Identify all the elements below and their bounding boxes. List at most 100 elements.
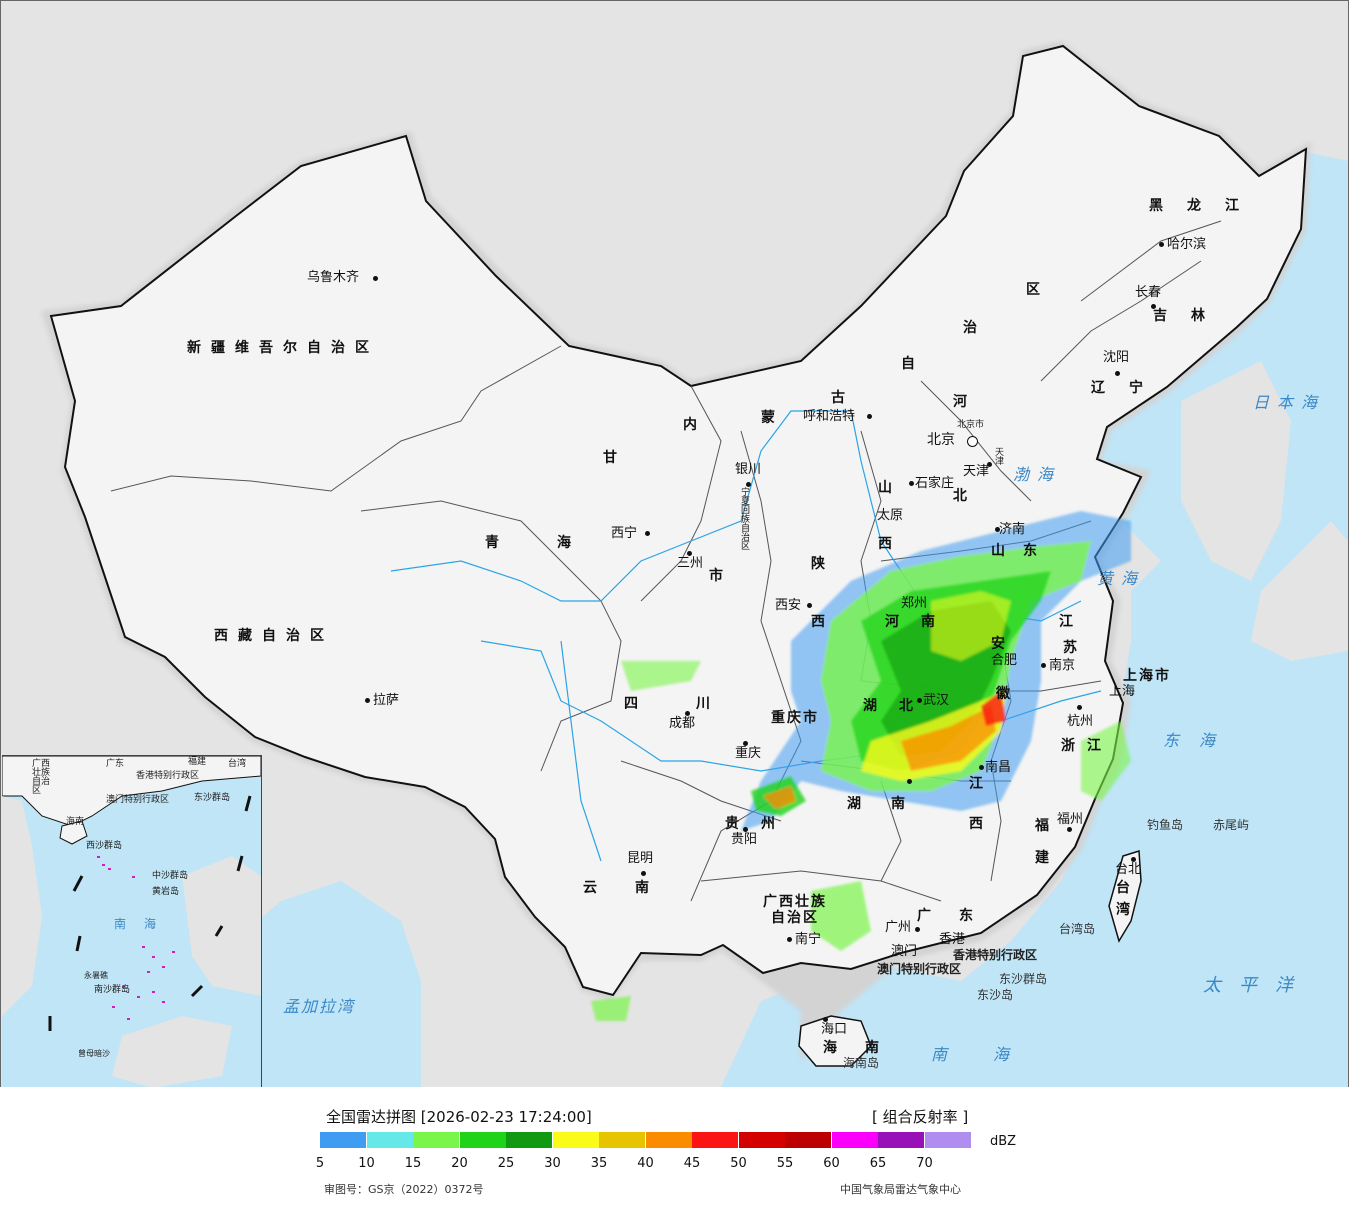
city-label-tianjinshi: 天津 xyxy=(993,447,1003,465)
sea-label-bohai: 渤海 xyxy=(1013,465,1062,484)
province-label-guizhou: 贵州 xyxy=(725,816,797,832)
color-swatch xyxy=(924,1132,971,1148)
legend-product: [ 组合反射率 ] xyxy=(872,1108,969,1126)
province-label-yunnan: 云南 xyxy=(583,880,687,896)
label-aomen-sar: 澳门特别行政区 xyxy=(877,962,962,976)
province-label-liaoning: 辽宁 xyxy=(1091,380,1167,396)
inset-label-xianggang: 香港特别行政区 xyxy=(136,771,200,781)
city-label-chengdu: 成都 xyxy=(669,716,696,731)
city-dot-hohhot xyxy=(867,414,872,419)
city-dot-yinchuan xyxy=(746,482,751,487)
city-label-zhengzhou: 郑州 xyxy=(901,596,928,611)
province-label-shaanxi-xi: 西 xyxy=(811,614,835,630)
city-label-shijiazhuang: 石家庄 xyxy=(915,476,955,491)
city-dot-changchun xyxy=(1151,304,1156,309)
city-label-hefei: 合肥 xyxy=(991,653,1018,668)
south-china-sea-inset: 广西壮族自治区 广东 福建 台湾 香港特别行政区 澳门特别行政区 东沙群岛 海南… xyxy=(2,755,262,1087)
color-scale-tick: 65 xyxy=(869,1156,887,1171)
sea-label-taipingyang: 太平洋 xyxy=(1203,975,1311,996)
city-label-chongqing: 重庆 xyxy=(735,746,762,761)
city-dot-haikou xyxy=(823,1017,828,1022)
approval-number: 审图号：GS京（2022）0372号 xyxy=(324,1183,484,1196)
province-label-anhui-an: 安 xyxy=(991,636,1015,652)
city-dot-jinan xyxy=(995,527,1000,532)
island-label-chiweiyu: 赤尾屿 xyxy=(1213,818,1250,832)
city-label-guiyang: 贵阳 xyxy=(731,832,758,847)
label-xianggang-sar: 香港特别行政区 xyxy=(953,948,1038,962)
province-label-shaanxi-shan: 陕 xyxy=(811,556,835,572)
color-swatch xyxy=(552,1132,599,1148)
label-shi: 市 xyxy=(709,568,733,584)
island-label-dongshadao: 东沙岛 xyxy=(977,988,1014,1002)
city-label-harbin: 哈尔滨 xyxy=(1167,237,1207,252)
color-scale-tick: 5 xyxy=(315,1156,325,1171)
city-dot-lanzhou xyxy=(687,551,692,556)
province-label-jiangxi-xi: 西 xyxy=(969,816,993,832)
color-swatch xyxy=(692,1132,738,1148)
province-label-neimeng-zhi: 治 xyxy=(963,320,987,336)
city-dot-beijing xyxy=(967,436,978,447)
city-label-yinchuan: 银川 xyxy=(735,462,762,477)
color-swatch xyxy=(645,1132,692,1148)
province-label-hebei-bei: 北 xyxy=(953,488,977,504)
province-label-guangdong: 广东 xyxy=(917,908,1001,924)
city-dot-nanchang xyxy=(979,765,984,770)
color-scale-tick: 15 xyxy=(404,1156,422,1171)
color-scale-tick: 10 xyxy=(358,1156,375,1171)
province-label-gansu: 甘 xyxy=(603,450,627,466)
radar-map[interactable]: 新疆维吾尔自治区 西藏自治区 青海 甘 内 蒙 古 自 治 区 黑龙江 吉林 辽… xyxy=(0,0,1349,1088)
province-label-taiwan-tai: 台 xyxy=(1116,880,1140,896)
color-scale-tick: 20 xyxy=(451,1156,468,1171)
province-label-hainan: 海南 xyxy=(823,1040,907,1056)
province-label-xinjiang: 新疆维吾尔自治区 xyxy=(187,340,379,356)
province-label-jiangsu-jiang: 江 xyxy=(1059,614,1083,630)
inset-label-nanhai: 南海 xyxy=(114,917,175,931)
sea-label-ribenhai: 日本海 xyxy=(1253,393,1326,412)
province-label-shanxi-shan: 山 xyxy=(878,480,902,496)
color-scale-tick: 30 xyxy=(544,1156,561,1171)
city-dot-taibei xyxy=(1131,857,1136,862)
province-label-zhejiang: 浙江 xyxy=(1061,738,1113,754)
city-dot-lhasa xyxy=(365,698,370,703)
inset-label-dongsha: 东沙群岛 xyxy=(194,793,231,803)
sea-label-mengjialawan: 孟加拉湾 xyxy=(283,997,356,1016)
city-label-shanghai: 上海 xyxy=(1109,684,1136,699)
city-dot-shijiazhuang xyxy=(909,481,914,486)
city-dot-xining xyxy=(645,531,650,536)
city-label-lhasa: 拉萨 xyxy=(373,693,400,708)
province-label-anhui-hui: 徽 xyxy=(996,686,1020,702)
city-dot-chengdu xyxy=(685,711,690,716)
color-swatch xyxy=(831,1132,878,1148)
province-label-jiangxi-jiang: 江 xyxy=(969,776,993,792)
city-label-kunming: 昆明 xyxy=(627,851,654,866)
province-label-sichuan: 四川 xyxy=(624,696,768,712)
island-label-taiwandao: 台湾岛 xyxy=(1059,922,1096,936)
inset-label-guangdong: 广东 xyxy=(106,759,125,769)
inset-label-nansha: 南沙群岛 xyxy=(94,985,131,995)
inset-label-yongshu: 永暑礁 xyxy=(84,971,108,980)
province-label-taiwan-wan: 湾 xyxy=(1116,902,1140,918)
label-sanzhou: 三州 xyxy=(677,556,704,571)
province-label-xizang: 西藏自治区 xyxy=(214,628,334,644)
inset-label-aomen: 澳门特别行政区 xyxy=(106,795,170,805)
sea-label-huanghai: 黄海 xyxy=(1097,569,1146,588)
city-dot-kunming xyxy=(641,871,646,876)
province-label-fujian-fu: 福 xyxy=(1035,818,1059,834)
city-label-jinan: 济南 xyxy=(999,522,1026,537)
province-label-shandong: 山东 xyxy=(991,543,1055,559)
province-label-neimeng-meng: 蒙 xyxy=(761,410,785,426)
color-swatch xyxy=(506,1132,552,1148)
city-dot-guangzhou xyxy=(915,927,920,932)
label-ningxia: 宁夏回族自治区 xyxy=(739,487,749,550)
city-label-hangzhou: 杭州 xyxy=(1067,714,1094,729)
city-label-xining: 西宁 xyxy=(611,526,638,541)
inset-label-taiwan: 台湾 xyxy=(228,759,247,769)
color-swatch xyxy=(878,1132,924,1148)
city-dot-nanning xyxy=(787,937,792,942)
color-scale-tick: 40 xyxy=(637,1156,654,1171)
color-swatch xyxy=(366,1132,413,1148)
legend-panel: 全国雷达拼图 [2026-02-23 17:24:00] [ 组合反射率 ] 5… xyxy=(0,1087,1349,1208)
province-label-chongqing: 重庆市 xyxy=(771,710,819,726)
province-label-heilongjiang: 黑龙江 xyxy=(1149,198,1263,214)
province-label-hebei-he: 河 xyxy=(953,394,977,410)
